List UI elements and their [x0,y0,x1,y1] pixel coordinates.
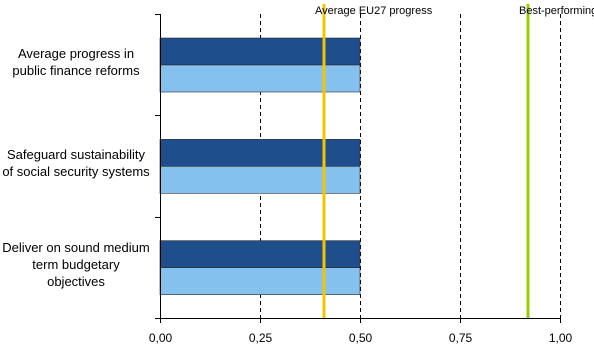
bar [159,139,361,167]
reference-line-label: Average EU27 progress [315,5,433,17]
category-label: Average progress in public finance refor… [12,45,140,78]
bar [159,240,361,268]
x-tick-label: 0,75 [449,331,473,345]
reference-line-label: Best-performing country [519,5,594,17]
x-tick-label: 0,25 [249,331,273,345]
x-tick-label: 0,00 [149,331,173,345]
category-label: Safeguard sustainability of social secur… [2,147,150,179]
x-tick-label: 0,50 [349,331,373,345]
category-label: Deliver on sound medium term budgetary o… [2,239,150,289]
bar [159,64,361,93]
bar [159,267,361,295]
x-tick-label: 1,00 [549,331,573,345]
bar [159,166,361,194]
bar [159,37,361,66]
